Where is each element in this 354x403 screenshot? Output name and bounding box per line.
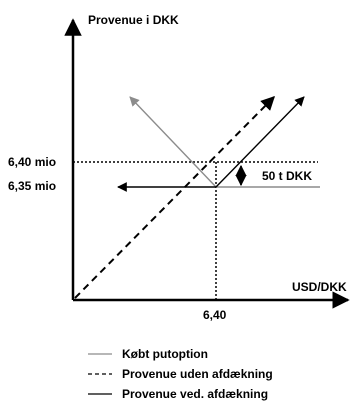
legend-label-putoption: Købt putoption bbox=[122, 347, 208, 361]
put-option-left-leg bbox=[129, 96, 217, 188]
gap-label: 50 t DKK bbox=[262, 169, 312, 183]
legend-label-hedged: Provenue ved. afdækning bbox=[122, 387, 268, 401]
y-axis-label: Provenue i DKK bbox=[88, 13, 179, 27]
y-tick-upper-label: 6,40 mio bbox=[8, 155, 56, 169]
x-tick-label: 6,40 bbox=[203, 308, 227, 322]
y-tick-lower-label: 6,35 mio bbox=[8, 179, 56, 193]
x-axis-label: USD/DKK bbox=[292, 280, 347, 294]
unhedged-revenue-line bbox=[74, 96, 275, 299]
legend-label-unhedged: Provenue uden afdækning bbox=[122, 367, 273, 381]
hedged-revenue-upside bbox=[215, 96, 305, 188]
legend: Købt putoption Provenue uden afdækning P… bbox=[88, 347, 273, 401]
